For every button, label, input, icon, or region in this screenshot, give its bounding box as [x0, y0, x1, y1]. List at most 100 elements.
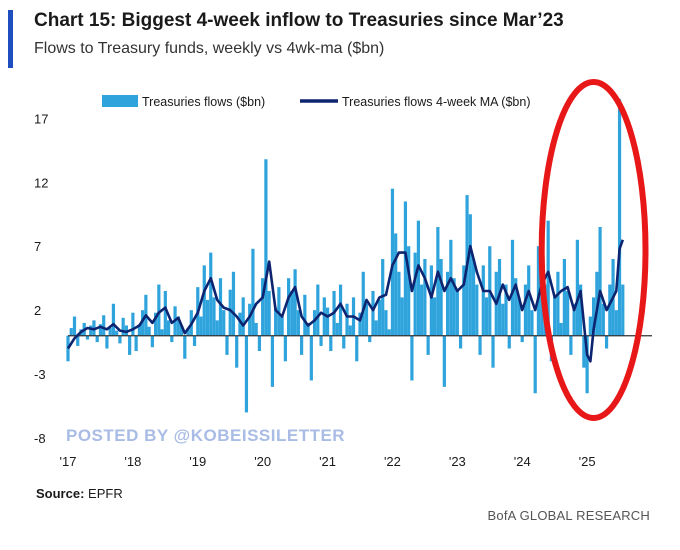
flow-bar [410, 335, 414, 381]
flow-bar [553, 297, 557, 336]
flow-bar [102, 315, 106, 336]
flow-bar [475, 284, 479, 336]
flow-bar [517, 297, 521, 336]
flow-bar [416, 220, 420, 336]
flow-bar [322, 297, 326, 336]
flow-bar [397, 271, 401, 336]
flow-bar [89, 325, 93, 336]
flow-bar [176, 316, 180, 336]
flow-bar [374, 320, 378, 336]
flow-bar [264, 159, 268, 336]
flow-bar [556, 271, 560, 336]
x-tick-label: '19 [189, 454, 206, 469]
flow-bar [157, 284, 161, 336]
flow-bar [290, 290, 294, 336]
flow-bar [248, 303, 252, 336]
flow-bar [154, 312, 158, 336]
flow-bar [72, 316, 77, 336]
flow-bar [566, 290, 570, 336]
flow-bar [342, 335, 346, 349]
flow-bar [368, 335, 372, 343]
flow-bar [575, 239, 579, 336]
flow-bar [446, 271, 450, 336]
flow-bar [238, 312, 242, 336]
x-tick-label: '20 [254, 454, 271, 469]
flow-bar [296, 310, 300, 336]
flow-bar [400, 297, 404, 336]
flow-bar [287, 278, 291, 336]
flow-bar [183, 335, 187, 359]
flow-bar [546, 220, 550, 336]
flow-bar [241, 297, 245, 336]
flow-bar [536, 246, 541, 336]
flow-bar [235, 335, 239, 368]
flow-bar [163, 290, 167, 336]
flow-bar [614, 310, 618, 336]
flow-bar [186, 328, 190, 336]
flow-bar [218, 278, 223, 336]
flow-bar [468, 214, 472, 336]
flow-bar [491, 335, 495, 368]
source-note: Source: EPFR [36, 486, 123, 501]
flow-bar [442, 335, 446, 387]
flow-bar [257, 335, 262, 352]
flow-bar [507, 335, 511, 349]
flow-bar [439, 259, 443, 336]
flow-bar [407, 246, 411, 336]
flow-bar [225, 335, 229, 355]
y-tick-label: 7 [34, 239, 41, 254]
flow-bar [306, 322, 310, 336]
flow-bar [166, 320, 171, 336]
flow-bar [533, 335, 537, 394]
flow-bar [280, 316, 284, 336]
legend-swatch-bars [102, 95, 138, 107]
flow-bar [617, 99, 622, 336]
flow-bar [604, 335, 609, 349]
flow-bar [121, 317, 125, 336]
flow-bar [277, 287, 281, 336]
flow-bar [348, 325, 352, 336]
flow-bar [579, 284, 583, 336]
flow-bar [128, 335, 132, 355]
flow-bar [510, 239, 515, 336]
flow-bar [202, 265, 206, 336]
flow-bar [364, 303, 369, 336]
flow-bar [270, 335, 274, 387]
flow-bar [329, 335, 333, 352]
flow-bar [319, 335, 323, 346]
flow-bar [118, 335, 122, 344]
flow-bar [588, 316, 592, 336]
x-tick-label: '17 [60, 454, 77, 469]
flow-bar [585, 335, 589, 394]
y-tick-label: -3 [34, 367, 46, 382]
flow-bar [222, 310, 226, 336]
flow-bar [592, 297, 596, 336]
flow-bar [387, 329, 391, 336]
flow-bar [371, 290, 375, 336]
y-axis-ticks: 17 12 7 2 -3 -8 [34, 111, 48, 446]
flow-bar [108, 328, 112, 336]
flow-bar [309, 335, 313, 381]
flow-bar [147, 326, 151, 336]
legend-label-bars: Treasuries flows ($bn) [142, 95, 265, 109]
flow-bar [608, 284, 612, 336]
credit: BofA GLOBAL RESEARCH [487, 508, 650, 523]
x-tick-label: '21 [319, 454, 336, 469]
flow-bar [209, 252, 213, 336]
flow-bar [137, 324, 141, 336]
highlight-ellipse [538, 79, 649, 421]
flow-bar [429, 265, 433, 336]
flow-bar [621, 284, 625, 336]
flow-bar [569, 335, 573, 355]
x-tick-label: '25 [579, 454, 596, 469]
flow-bar [484, 297, 489, 336]
flow-bar [449, 239, 453, 336]
flow-bar [267, 290, 271, 336]
flow-bar [150, 335, 154, 348]
flow-bar [514, 278, 518, 336]
flow-bar [452, 278, 456, 336]
flow-bar [394, 233, 398, 336]
flow-bar [358, 312, 362, 336]
flow-bar [335, 322, 339, 336]
x-tick-label: '22 [384, 454, 401, 469]
